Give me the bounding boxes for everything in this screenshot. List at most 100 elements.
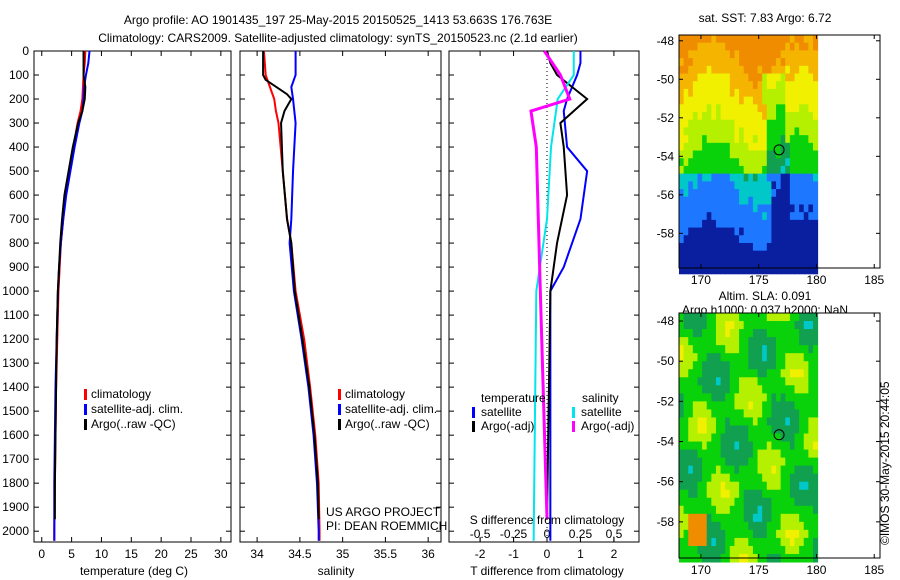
map-cell [780, 409, 786, 418]
map-cell [692, 65, 698, 75]
map-cell [776, 393, 782, 402]
map-cell [711, 112, 717, 121]
map-cell [748, 449, 754, 459]
y-tick-label: 1300 [2, 356, 29, 370]
panel-temperature: 0 5 10 15 20 25 300100200300400500600700800900… [2, 44, 232, 561]
map-cell [785, 266, 791, 275]
map-cell [683, 473, 689, 483]
map-cell [752, 219, 759, 229]
map-cell [757, 481, 763, 491]
map-cell [706, 158, 712, 167]
map-cell [683, 385, 689, 394]
map-cell [729, 104, 735, 113]
map-cell [808, 119, 814, 128]
map-cell [679, 489, 685, 499]
map-cell [780, 497, 786, 507]
map-cell [706, 513, 712, 523]
map-cell [739, 212, 745, 221]
map-cell [766, 457, 772, 467]
map-cell [697, 505, 703, 515]
map-cell [711, 135, 717, 144]
y-tick-label: 500 [9, 164, 29, 178]
map-cell [706, 465, 712, 475]
map-cell [679, 58, 685, 67]
map-cell [803, 235, 809, 244]
map-cell [766, 212, 772, 221]
map-cell [692, 127, 698, 136]
map-cell [776, 81, 782, 90]
map-cell [743, 235, 749, 244]
map-cell [771, 119, 777, 128]
map-cell [794, 235, 800, 244]
map-cell [813, 417, 819, 426]
map-cell [813, 96, 819, 105]
map-cell [706, 173, 712, 182]
map-cell [711, 537, 717, 547]
map-cell [697, 58, 703, 67]
map-cell [679, 73, 685, 82]
map-cell [729, 441, 735, 451]
map-cell [752, 158, 759, 167]
legend-swatch [472, 407, 475, 418]
map-cell [757, 88, 763, 98]
map-cell [762, 96, 768, 105]
map-cell [679, 433, 685, 443]
map-cell [771, 227, 777, 236]
map-cell [748, 150, 754, 159]
map-cell [789, 377, 796, 386]
map-cell [739, 135, 745, 144]
map-cell [725, 393, 731, 402]
map-cell [808, 497, 814, 507]
map-cell [752, 227, 759, 236]
map-cell [780, 73, 786, 82]
map-cell [762, 204, 768, 213]
map-cell [688, 521, 694, 531]
sst-map: 170 175 180 185-48-50-52-54-56-58 [657, 34, 885, 287]
map-cell [711, 127, 717, 136]
map-cell [715, 441, 722, 451]
map-cell [715, 73, 722, 82]
map-cell [752, 142, 759, 152]
map-cell [725, 345, 731, 354]
map-cell [743, 35, 749, 44]
map-cell [715, 521, 722, 531]
map-cell [743, 204, 749, 213]
map-cell [808, 353, 814, 362]
map-cell [785, 409, 791, 418]
map-cell [789, 173, 796, 182]
map-cell [715, 345, 722, 354]
map-cell [766, 545, 772, 555]
map-cell [776, 417, 782, 426]
map-cell [739, 385, 745, 394]
map-cell [679, 219, 685, 229]
map-frame [678, 34, 881, 269]
map-cell [706, 219, 712, 229]
map-cell [748, 58, 754, 67]
y-tick-label: 300 [9, 116, 29, 130]
map-cell [711, 158, 717, 167]
map-cell [748, 497, 754, 507]
map-cell [762, 158, 768, 167]
map-cell [757, 313, 763, 322]
map-cell [757, 196, 763, 205]
map-cell [743, 385, 749, 394]
y-tick-label: 800 [9, 236, 29, 250]
map-cell [748, 361, 754, 370]
series-t-satellite [549, 51, 589, 541]
map-cell [725, 235, 731, 244]
map-cell [799, 433, 805, 443]
map-cell [697, 81, 703, 90]
map-cell [757, 165, 763, 175]
map-cell [702, 104, 708, 113]
map-cell [813, 42, 819, 51]
map-cell [776, 353, 782, 362]
map-cell [752, 242, 759, 252]
map-cell [785, 361, 791, 370]
map-cell [762, 42, 768, 51]
map-cell [688, 417, 694, 426]
map-cell [743, 409, 749, 418]
map-cell [808, 242, 814, 252]
map-cell [702, 329, 708, 338]
map-cell [808, 409, 814, 418]
map-cell [808, 337, 814, 346]
